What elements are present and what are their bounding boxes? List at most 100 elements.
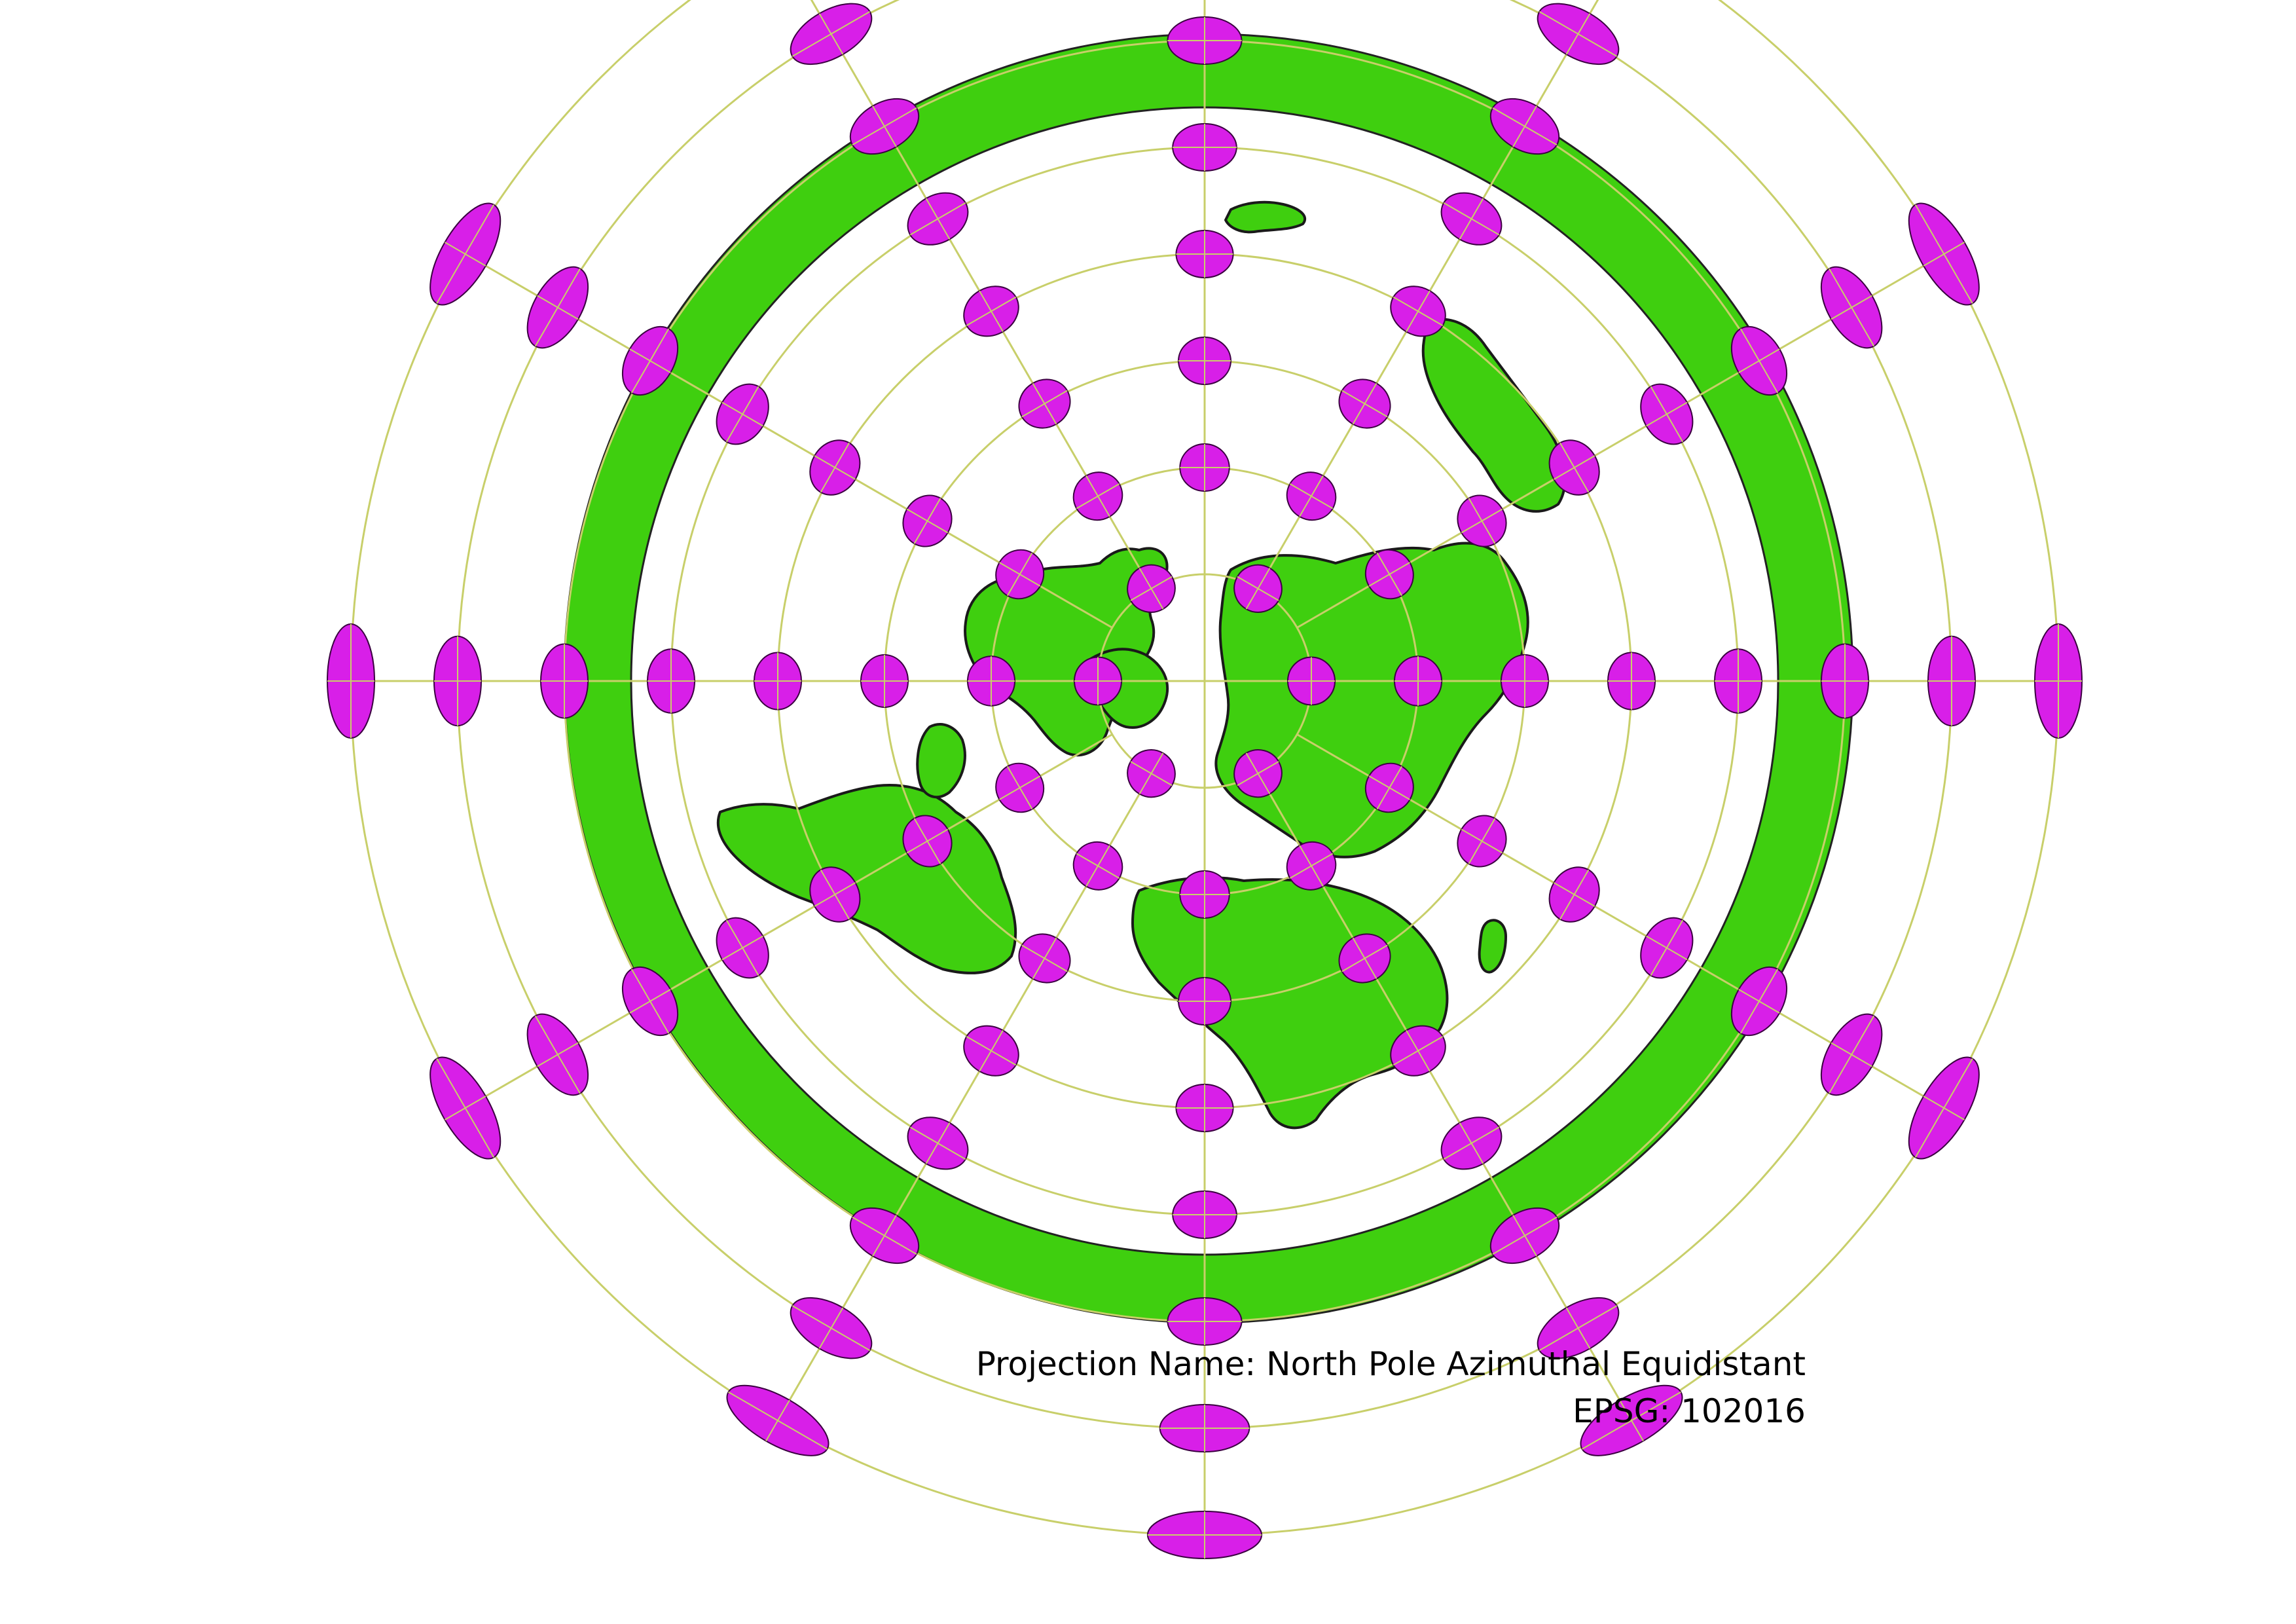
tissot-indicatrix (1146, 1511, 1263, 1559)
tissot-indicatrix (849, 98, 920, 155)
tissot-axis (1738, 989, 1780, 1014)
tissot-indicatrix (716, 383, 769, 445)
tissot-axis (1085, 475, 1110, 517)
tissot-axis (818, 1307, 844, 1349)
tissot-indicatrix (995, 549, 1045, 600)
tissot-indicatrix (1607, 652, 1656, 710)
tissot-axis (998, 562, 1041, 587)
tissot-indicatrix (1286, 841, 1337, 891)
tissot-indicatrix (1364, 762, 1414, 813)
tissot-indicatrix (1179, 443, 1230, 492)
land-east-asia (1421, 318, 1567, 513)
tissot-indicatrix (1072, 471, 1123, 521)
tissot-indicatrix (790, 1297, 873, 1359)
tissot-indicatrix (963, 286, 1019, 337)
tissot-axis (1923, 242, 1965, 267)
tissot-axis (1553, 882, 1595, 907)
tissot-axis (1646, 935, 1688, 961)
tissot-indicatrix (963, 1025, 1019, 1077)
tissot-indicatrix (1074, 656, 1122, 706)
tissot-indicatrix (1172, 123, 1237, 172)
tissot-indicatrix (621, 966, 679, 1037)
tissot-axis (814, 882, 856, 907)
tissot-axis (1461, 828, 1503, 854)
tissot-indicatrix (1127, 564, 1176, 613)
tissot-indicatrix (1167, 1297, 1243, 1346)
tissot-indicatrix (1457, 815, 1507, 868)
tissot-indicatrix (1018, 933, 1071, 984)
tissot-axis (1368, 775, 1411, 800)
tissot-axis (1646, 401, 1688, 427)
land-madagascar (1478, 919, 1507, 974)
tissot-indicatrix (716, 917, 769, 979)
tissot-axis (906, 828, 949, 854)
tissot-indicatrix (647, 648, 695, 714)
tissot-indicatrix (1548, 866, 1600, 923)
tissot-indicatrix (1908, 202, 1980, 306)
tissot-indicatrix (902, 494, 953, 547)
tissot-indicatrix (1730, 966, 1788, 1037)
land-central-america (916, 723, 966, 799)
tissot-axis (1299, 475, 1324, 517)
tissot-indicatrix (1489, 98, 1560, 155)
tissot-indicatrix (2034, 623, 2083, 739)
tissot-axis (721, 935, 763, 961)
tissot-indicatrix (327, 623, 375, 739)
tissot-indicatrix (1820, 266, 1883, 349)
tissot-axis (925, 198, 951, 240)
tissot-axis (537, 1042, 579, 1067)
tissot-indicatrix (1501, 654, 1549, 708)
tissot-axis (1831, 295, 1872, 320)
tissot-axis (1565, 13, 1591, 55)
tissot-axis (1565, 1307, 1591, 1349)
tissot-axis (1245, 752, 1271, 794)
tissot-axis (872, 105, 897, 147)
tissot-axis (979, 1029, 1004, 1072)
tissot-indicatrix (726, 1384, 829, 1456)
tissot-axis (1032, 937, 1057, 980)
tissot-indicatrix (1908, 1056, 1980, 1160)
tissot-axis (1406, 1029, 1430, 1072)
tissot-axis (445, 1096, 486, 1120)
tissot-axis (1368, 562, 1411, 587)
tissot-indicatrix (1364, 549, 1414, 600)
tissot-indicatrix (995, 762, 1045, 813)
tissot-axis (537, 295, 579, 320)
tissot-indicatrix (1927, 635, 1976, 727)
tissot-indicatrix (1730, 325, 1788, 396)
tissot-indicatrix (1233, 564, 1283, 613)
tissot-indicatrix (1820, 1013, 1883, 1096)
epsg-code-label: EPSG: 102016 (1573, 1392, 1806, 1430)
tissot-indicatrix (1640, 917, 1694, 979)
tissot-indicatrix (1178, 977, 1231, 1025)
tissot-axis (1512, 1215, 1537, 1257)
tissot-indicatrix (790, 3, 873, 65)
tissot-axis (1406, 290, 1430, 333)
tissot-indicatrix (1338, 378, 1391, 429)
tissot-indicatrix (907, 1116, 969, 1170)
tissot-indicatrix (1537, 1297, 1620, 1359)
tissot-axis (814, 455, 856, 480)
tissot-axis (906, 508, 949, 534)
tissot-indicatrix (1580, 1384, 1683, 1456)
tissot-indicatrix (1286, 471, 1337, 521)
tissot-axis (925, 1122, 951, 1164)
tissot-indicatrix (1338, 933, 1391, 984)
tissot-axis (872, 1215, 897, 1257)
tissot-indicatrix (1167, 16, 1243, 65)
tissot-indicatrix (1821, 643, 1869, 719)
tissot-indicatrix (621, 325, 679, 396)
tissot-axis (1553, 455, 1595, 480)
tissot-axis (1512, 105, 1537, 147)
tissot-indicatrix (1072, 841, 1123, 891)
tissot-axis (1923, 1096, 1965, 1120)
tissot-axis (629, 989, 671, 1014)
tissot-indicatrix (1640, 383, 1694, 445)
tissot-indicatrix (1390, 1025, 1446, 1077)
tissot-indicatrix (1178, 337, 1231, 385)
tissot-axis (765, 1399, 790, 1441)
tissot-axis (1459, 198, 1484, 240)
tissot-indicatrix (1394, 655, 1442, 707)
tissot-indicatrix (526, 266, 589, 349)
tissot-indicatrix (902, 815, 953, 868)
